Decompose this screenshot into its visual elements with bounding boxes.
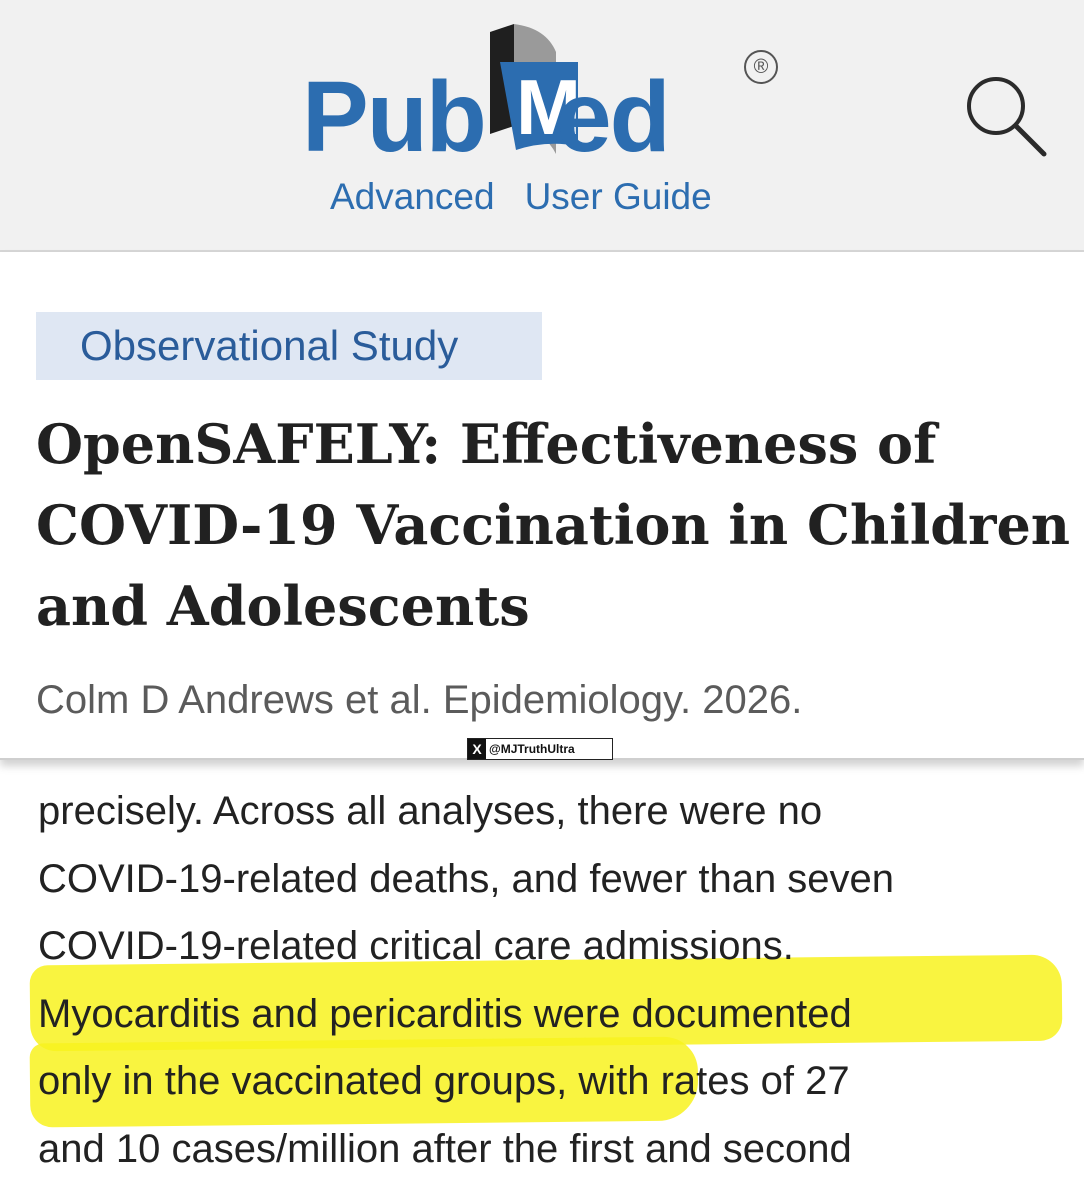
abstract-text: precisely. Across all analyses, there we… bbox=[38, 778, 1068, 1183]
article-citation: Colm D Andrews et al. Epidemiology. 2026… bbox=[36, 678, 803, 722]
article-title[interactable]: OpenSAFELY: Effectiveness of COVID-19 Va… bbox=[36, 404, 1071, 647]
pubmed-logo[interactable]: Pub M ed ® bbox=[300, 22, 780, 172]
header-nav: Advanced User Guide bbox=[330, 175, 712, 219]
title-line: COVID-19 Vaccination in Children bbox=[36, 493, 1071, 557]
abstract-line-highlighted: Myocarditis and pericarditis were docume… bbox=[38, 991, 852, 1036]
logo-med-text: ed bbox=[556, 61, 671, 173]
title-line: and Adolescents bbox=[36, 574, 530, 638]
article-summary-card: Observational Study OpenSAFELY: Effectiv… bbox=[0, 252, 1084, 760]
search-icon[interactable] bbox=[960, 72, 1050, 162]
watermark: X @MJTruthUltra bbox=[467, 738, 613, 760]
article-type-badge: Observational Study bbox=[36, 312, 542, 380]
advanced-search-link[interactable]: Advanced bbox=[330, 176, 495, 217]
pubmed-header: Pub M ed ® Advanced User Guide bbox=[0, 0, 1084, 252]
title-line: OpenSAFELY: Effectiveness of bbox=[36, 412, 937, 476]
registered-mark: ® bbox=[744, 50, 778, 84]
abstract-line: COVID-19-related deaths, and fewer than … bbox=[38, 856, 895, 901]
x-logo-icon: X bbox=[468, 739, 486, 759]
abstract-line-highlighted: only in the vaccinated groups, with rate… bbox=[38, 1059, 850, 1103]
abstract-line: and 10 cases/million after the first and… bbox=[38, 1126, 852, 1171]
open-book-icon: M bbox=[490, 24, 581, 154]
logo-m-letter: M bbox=[516, 63, 581, 151]
logo-pub-text: Pub bbox=[302, 61, 487, 173]
user-guide-link[interactable]: User Guide bbox=[524, 176, 712, 217]
watermark-handle: @MJTruthUltra bbox=[489, 742, 575, 756]
abstract-line: precisely. Across all analyses, there we… bbox=[38, 789, 823, 833]
abstract-line: COVID-19-related critical care admission… bbox=[38, 924, 794, 968]
